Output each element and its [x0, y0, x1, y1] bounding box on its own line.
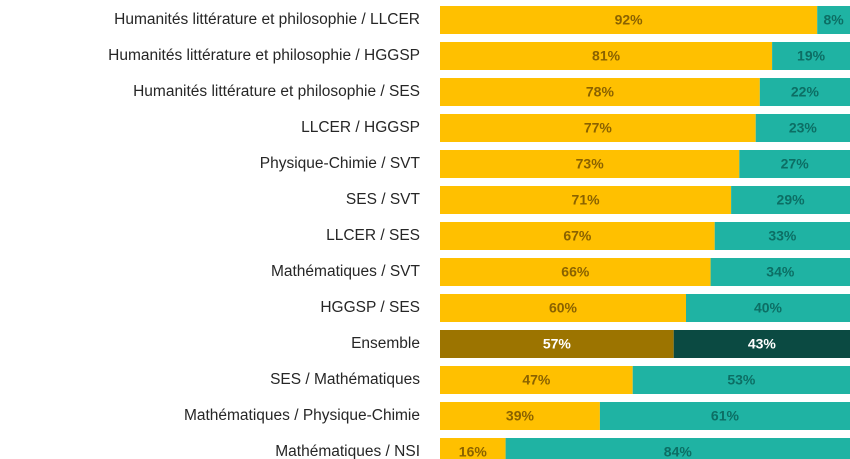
bar-segment: [673, 330, 850, 358]
bar-segment: [440, 402, 600, 430]
category-label: Mathématiques / NSI: [275, 443, 420, 459]
bar-segment: [686, 294, 850, 322]
bar-segment: [710, 258, 850, 286]
bar-segment: [755, 114, 850, 142]
bar-segment: [440, 6, 818, 34]
value-label: 39%: [506, 408, 535, 424]
value-label: 77%: [584, 120, 613, 136]
category-label: LLCER / SES: [326, 227, 420, 244]
category-label: Humanités littérature et philosophie / L…: [114, 11, 420, 28]
value-label: 66%: [561, 264, 590, 280]
bar-segment: [714, 222, 850, 250]
value-label: 29%: [777, 192, 806, 208]
category-label: Mathématiques / Physique-Chimie: [184, 407, 420, 424]
value-label: 60%: [549, 300, 578, 316]
value-label: 27%: [781, 156, 810, 172]
bar-segment: [505, 438, 850, 459]
bar-segment: [632, 366, 850, 394]
category-label: LLCER / HGGSP: [301, 119, 420, 136]
bar-segment: [440, 330, 674, 358]
value-label: 71%: [572, 192, 601, 208]
bar-segment: [731, 186, 850, 214]
bar-segment: [440, 42, 773, 70]
bar-segment: [440, 186, 732, 214]
category-label: SES / Mathématiques: [270, 371, 420, 388]
category-label: Humanités littérature et philosophie / H…: [108, 47, 420, 64]
bar-segment: [440, 438, 506, 459]
category-label: SES / SVT: [346, 191, 421, 208]
bar-segment: [440, 258, 711, 286]
category-label: Ensemble: [351, 335, 420, 352]
category-label: Humanités littérature et philosophie / S…: [133, 83, 420, 100]
bar-segment: [772, 42, 850, 70]
value-label: 16%: [459, 444, 488, 459]
value-label: 43%: [748, 336, 777, 352]
value-label: 8%: [823, 12, 844, 28]
bar-segment: [759, 78, 850, 106]
bar-segment: [599, 402, 850, 430]
value-label: 47%: [522, 372, 551, 388]
value-label: 40%: [754, 300, 783, 316]
value-label: 33%: [768, 228, 797, 244]
value-label: 92%: [615, 12, 644, 28]
value-label: 67%: [563, 228, 592, 244]
value-label: 22%: [791, 84, 820, 100]
bar-segment: [739, 150, 850, 178]
value-label: 78%: [586, 84, 615, 100]
value-label: 23%: [789, 120, 818, 136]
value-label: 84%: [664, 444, 693, 459]
category-label: HGGSP / SES: [320, 299, 420, 316]
bar-segment: [440, 78, 760, 106]
value-label: 53%: [727, 372, 756, 388]
value-label: 73%: [576, 156, 605, 172]
bar-segment: [817, 6, 850, 34]
value-label: 61%: [711, 408, 740, 424]
bar-segment: [440, 114, 756, 142]
category-label: Physique-Chimie / SVT: [260, 155, 421, 172]
bar-segment: [440, 222, 715, 250]
bar-segment: [440, 150, 740, 178]
value-label: 57%: [543, 336, 572, 352]
bar-segment: [440, 294, 686, 322]
bar-segment: [440, 366, 633, 394]
value-label: 34%: [766, 264, 795, 280]
value-label: 81%: [592, 48, 621, 64]
value-label: 19%: [797, 48, 826, 64]
category-label: Mathématiques / SVT: [271, 263, 421, 280]
